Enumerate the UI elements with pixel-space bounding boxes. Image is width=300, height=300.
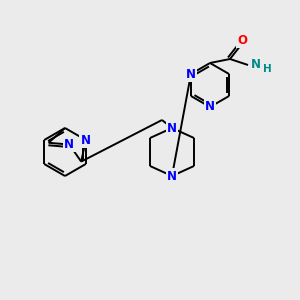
Text: H: H: [263, 64, 272, 74]
Text: O: O: [237, 34, 247, 46]
Text: N: N: [81, 134, 91, 146]
Text: N: N: [186, 68, 196, 80]
Text: N: N: [64, 138, 74, 151]
Text: N: N: [205, 100, 215, 113]
Text: N: N: [251, 58, 261, 71]
Text: N: N: [167, 122, 177, 134]
Text: N: N: [167, 169, 177, 182]
